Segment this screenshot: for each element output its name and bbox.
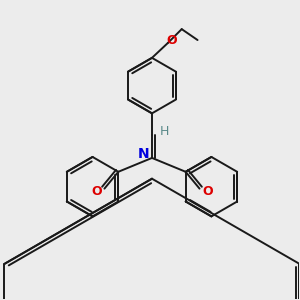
Text: O: O xyxy=(91,185,102,198)
Text: O: O xyxy=(167,34,177,46)
Text: H: H xyxy=(160,125,170,138)
Text: N: N xyxy=(138,147,150,161)
Text: O: O xyxy=(202,185,213,198)
